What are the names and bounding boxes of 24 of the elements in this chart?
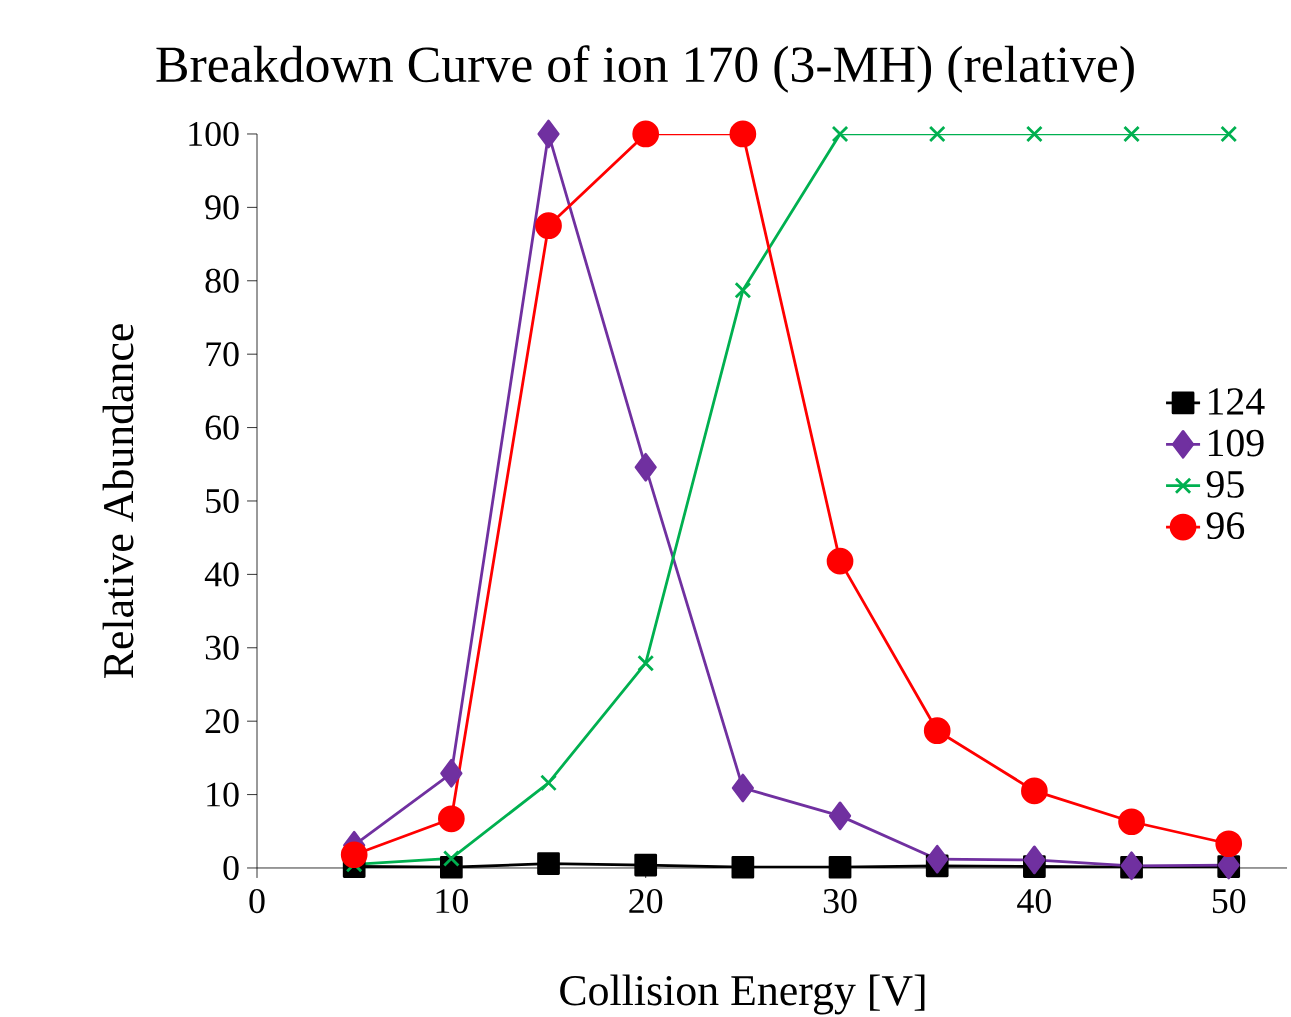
y-tick-label: 10: [207, 782, 239, 807]
y-tick-label: 20: [205, 709, 239, 734]
legend-label: 95: [1206, 471, 1244, 498]
x-axis-title: Collision Energy [V]: [560, 974, 925, 1015]
y-tick-label: 0: [223, 855, 239, 881]
y-tick-label: 30: [205, 635, 239, 660]
legend-label: 109: [1208, 429, 1264, 457]
x-tick-label: 40: [1017, 888, 1051, 914]
chart-title: Breakdown Curve of ion 170 (3-MH) (relative): [156, 45, 1134, 93]
y-tick-label: 80: [205, 268, 239, 293]
x-tick-label: 50: [1212, 888, 1246, 914]
legend-label: 124: [1208, 388, 1265, 415]
y-tick-label: 100: [189, 121, 239, 147]
x-tick-label: 20: [629, 888, 663, 914]
x-tick-label: 10: [436, 888, 468, 914]
legend-label: 96: [1206, 512, 1245, 540]
x-tick-label: 0: [249, 888, 265, 914]
y-axis-title: Relative Abundance: [102, 324, 134, 679]
y-tick-label: 90: [205, 195, 239, 220]
x-tick-label: 30: [823, 888, 857, 914]
y-tick-label: 60: [205, 415, 239, 440]
y-tick-label: 70: [206, 342, 239, 367]
y-tick-label: 40: [204, 562, 239, 587]
y-tick-label: 50: [206, 488, 239, 514]
